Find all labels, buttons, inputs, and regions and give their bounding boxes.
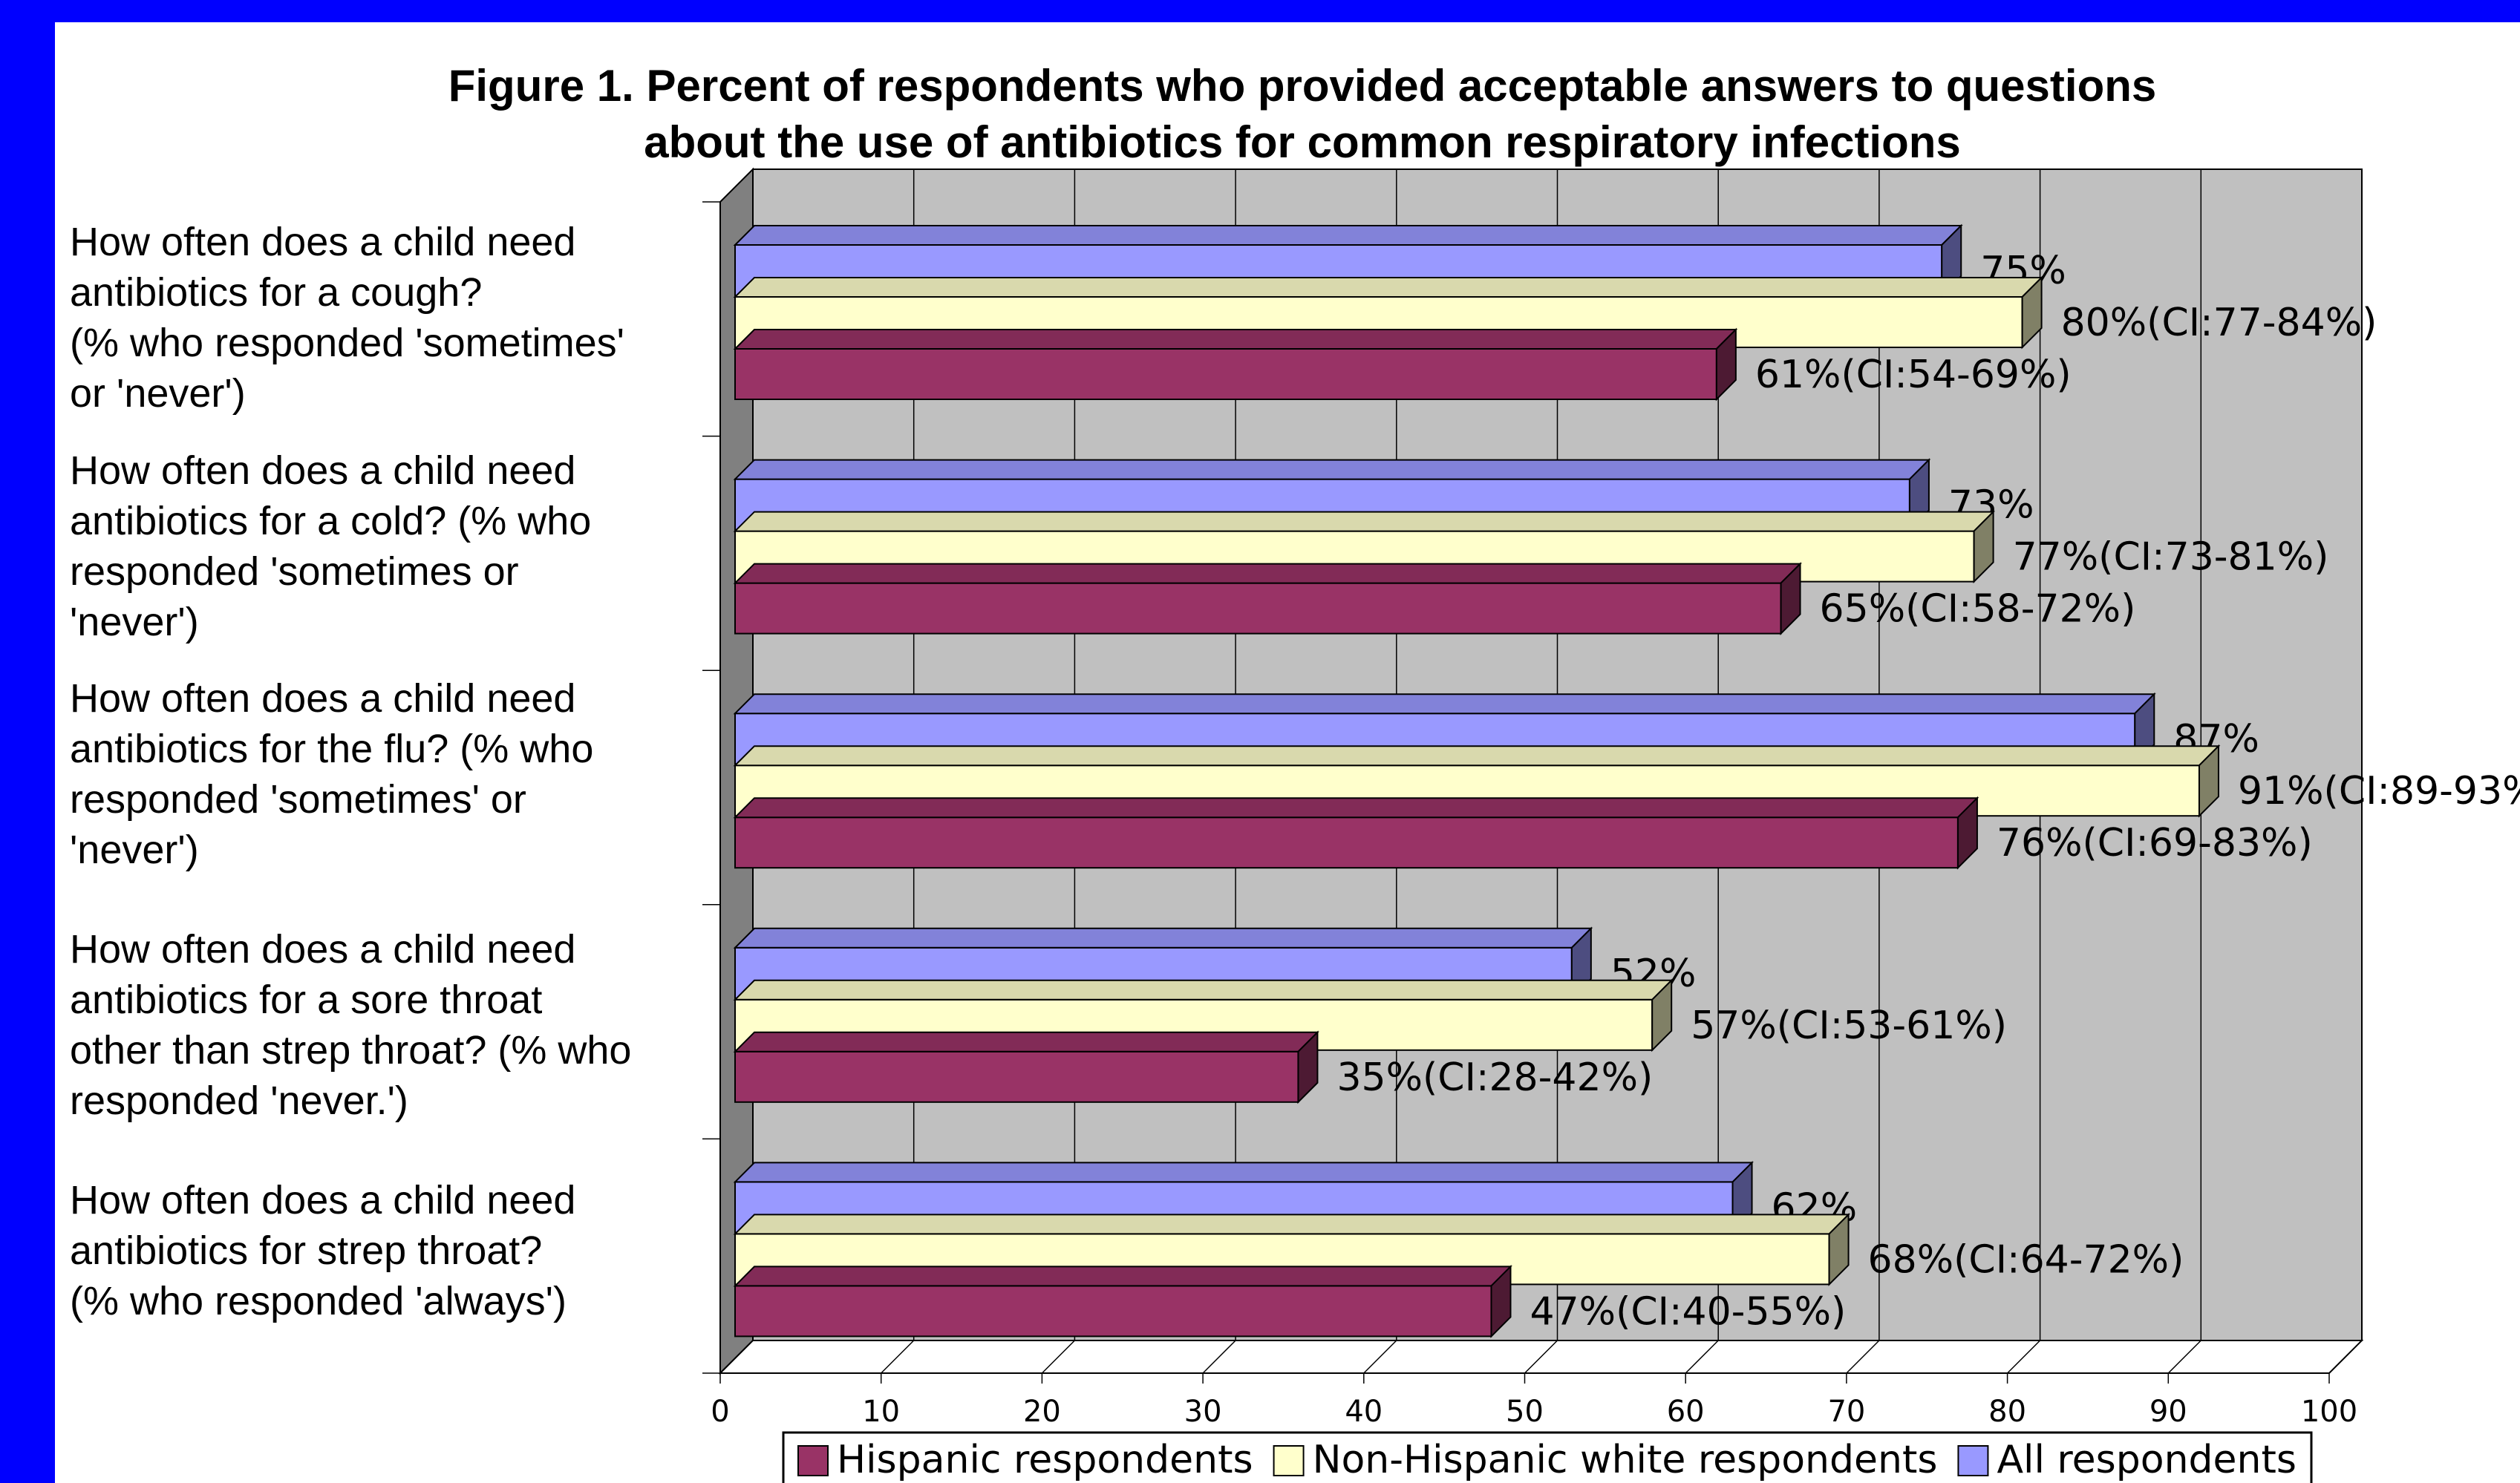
floor-gridline <box>1041 1340 1075 1374</box>
category-label-line: How often does a child need <box>70 676 576 721</box>
floor-gridline <box>2328 1340 2363 1374</box>
category-label-line: antibiotics for a sore throat <box>70 978 543 1022</box>
category-label-line: antibiotics for strep throat? <box>70 1228 543 1273</box>
category-label-line: responded 'sometimes' or <box>70 777 526 822</box>
legend-swatch <box>797 1445 829 1476</box>
bar-top-face <box>733 563 1802 584</box>
bar <box>734 1285 1492 1338</box>
category-label: How often does a child need antibiotics … <box>70 217 738 419</box>
data-label: 68%(CI:64-72%) <box>1868 1237 2184 1282</box>
chart-title-line: about the use of antibiotics for common … <box>644 117 1961 167</box>
bar <box>734 816 1959 869</box>
bar-side-face <box>1956 796 1978 870</box>
chart-title-line: Figure 1. Percent of respondents who pro… <box>448 61 2157 111</box>
floor-gridline <box>2167 1340 2201 1374</box>
x-tick-label: 40 <box>1345 1395 1383 1429</box>
bar <box>734 348 1717 400</box>
bar-side-face <box>1715 327 1737 402</box>
floor-gridline <box>1363 1340 1397 1374</box>
bar-top-face <box>733 1214 1850 1235</box>
bar-top-face <box>733 277 2044 298</box>
bar-side-face <box>2021 275 2043 350</box>
chart-title: Figure 1. Percent of respondents who pro… <box>55 58 2520 171</box>
bar-top-face <box>733 693 2156 715</box>
x-tick-label: 90 <box>2149 1395 2187 1429</box>
bar-side-face <box>1651 978 1673 1052</box>
bar-side-face <box>1973 510 1994 584</box>
data-label: 47%(CI:40-55%) <box>1530 1289 1846 1334</box>
category-label-line: antibiotics for the flu? (% who <box>70 727 594 771</box>
category-label-line: 'never') <box>70 600 199 644</box>
x-tick-label: 20 <box>1023 1395 1061 1429</box>
bar-side-face <box>2198 744 2219 818</box>
category-label-line: How often does a child need <box>70 220 576 264</box>
category-label: How often does a child need antibiotics … <box>70 924 738 1126</box>
legend-label: Hispanic respondents <box>837 1438 1253 1482</box>
data-label: 35%(CI:28-42%) <box>1336 1055 1653 1100</box>
legend-swatch <box>1273 1445 1305 1476</box>
floor-gridline <box>2007 1340 2041 1374</box>
x-tick-label: 60 <box>1667 1395 1705 1429</box>
bar-top-face <box>733 979 1674 1001</box>
category-label-line: (% who responded 'always') <box>70 1279 567 1323</box>
x-tick-label: 10 <box>862 1395 900 1429</box>
bar-top-face <box>733 927 1593 949</box>
category-label-line: antibiotics for a cough? <box>70 270 483 315</box>
x-tick-label: 70 <box>1827 1395 1865 1429</box>
legend-box <box>782 1431 2313 1483</box>
x-tick-label: 30 <box>1184 1395 1222 1429</box>
legend-swatch <box>1957 1445 1989 1476</box>
bar-side-face <box>1828 1212 1850 1286</box>
floor-gridline <box>1202 1340 1236 1374</box>
x-tick-label: 50 <box>1506 1395 1544 1429</box>
bar-top-face <box>733 745 2221 767</box>
category-label: How often does a child need antibiotics … <box>70 445 738 647</box>
bar-top-face <box>733 797 1979 819</box>
data-label: 76%(CI:69-83%) <box>1997 821 2313 865</box>
x-tick-label: 0 <box>711 1395 729 1429</box>
x-tick-label: 80 <box>1988 1395 2026 1429</box>
bar-side-face <box>1297 1030 1319 1104</box>
x-tick-label: 100 <box>2301 1395 2357 1429</box>
category-label-line: How often does a child need <box>70 927 576 972</box>
bar-top-face <box>733 1162 1754 1183</box>
floor-gridline <box>881 1340 915 1374</box>
data-label: 65%(CI:58-72%) <box>1820 587 2136 632</box>
bar-side-face <box>1780 562 1801 636</box>
data-label: 61%(CI:54-69%) <box>1755 353 2072 397</box>
category-label: How often does a child need antibiotics … <box>70 1175 738 1326</box>
category-label-line: How often does a child need <box>70 448 576 493</box>
bar-top-face <box>733 225 1963 246</box>
bar-top-face <box>733 1266 1512 1287</box>
category-label-line: or 'never') <box>70 371 246 416</box>
legend-label: All respondents <box>1997 1438 2297 1482</box>
bar <box>734 582 1782 635</box>
data-label: 77%(CI:73-81%) <box>2013 535 2329 580</box>
bar <box>734 1050 1299 1103</box>
category-label-line: 'never') <box>70 828 199 872</box>
data-label: 80%(CI:77-84%) <box>2061 301 2377 345</box>
bar-top-face <box>733 459 1931 480</box>
bar-top-face <box>733 1031 1319 1052</box>
data-label: 91%(CI:89-93%) <box>2238 769 2520 813</box>
bar-side-face <box>1490 1264 1512 1338</box>
category-label: How often does a child need antibiotics … <box>70 673 738 875</box>
floor-gridline <box>1685 1340 1719 1374</box>
category-label-line: responded 'never.') <box>70 1078 408 1123</box>
bar-top-face <box>733 511 1996 532</box>
floor-gridline <box>1524 1340 1558 1374</box>
data-label: 57%(CI:53-61%) <box>1691 1004 2007 1048</box>
bar-top-face <box>733 329 1738 350</box>
floor-gridline <box>1846 1340 1880 1374</box>
category-label-line: (% who responded 'sometimes' <box>70 321 624 365</box>
category-label-line: How often does a child need <box>70 1178 576 1222</box>
legend-label: Non-Hispanic white respondents <box>1313 1438 1938 1482</box>
category-label-line: responded 'sometimes or <box>70 549 519 594</box>
category-label-line: antibiotics for a cold? (% who <box>70 499 592 543</box>
category-label-line: other than strep throat? (% who <box>70 1028 632 1073</box>
